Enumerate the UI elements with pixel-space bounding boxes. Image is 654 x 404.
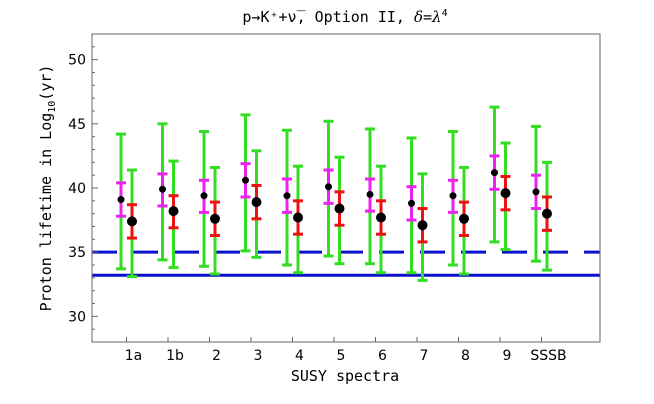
data-point <box>532 188 540 196</box>
data-point <box>334 203 345 214</box>
x-tick-label: 7 <box>420 348 429 364</box>
data-point <box>210 213 220 224</box>
x-tick-label: 1a <box>125 348 143 364</box>
data-point <box>293 212 303 223</box>
x-tick-label: 4 <box>295 348 304 364</box>
y-tick-label: 40 <box>68 181 86 197</box>
data-point <box>251 197 262 208</box>
y-tick-label: 50 <box>68 53 86 69</box>
data-point <box>459 213 469 224</box>
data-point <box>325 183 332 191</box>
x-tick-label: 3 <box>254 348 263 364</box>
x-tick-label: 8 <box>461 348 470 364</box>
data-point <box>366 190 374 198</box>
data-point <box>168 206 179 217</box>
x-axis-label: SUSY spectra <box>291 367 399 385</box>
data-point <box>491 169 498 177</box>
x-tick-label: 5 <box>337 348 346 364</box>
x-tick-label: 1b <box>166 348 184 364</box>
data-point <box>408 199 415 207</box>
data-point <box>376 212 386 223</box>
data-point <box>159 185 166 193</box>
y-tick-label: 30 <box>68 309 86 325</box>
y-tick-label: 45 <box>68 117 86 133</box>
data-point <box>200 192 208 200</box>
data-point <box>127 216 137 227</box>
data-point <box>449 192 457 200</box>
data-point <box>542 208 552 219</box>
chart-title: p→K⁺+ν̅, Option II, δ=λ4 <box>242 8 447 26</box>
plot-area <box>92 105 600 282</box>
y-tick-label: 35 <box>68 245 86 261</box>
data-point <box>117 196 125 204</box>
data-point <box>283 192 291 200</box>
x-tick-label: SSSB <box>530 348 566 364</box>
y-axis-label: Proton lifetime in Log10(yr) <box>37 65 58 312</box>
x-tick-label: 2 <box>212 348 221 364</box>
data-point <box>242 176 249 184</box>
plot-frame <box>91 33 601 343</box>
x-tick-label: 9 <box>503 348 512 364</box>
data-point <box>500 188 511 199</box>
x-tick-label: 6 <box>378 348 387 364</box>
data-point <box>417 220 428 231</box>
